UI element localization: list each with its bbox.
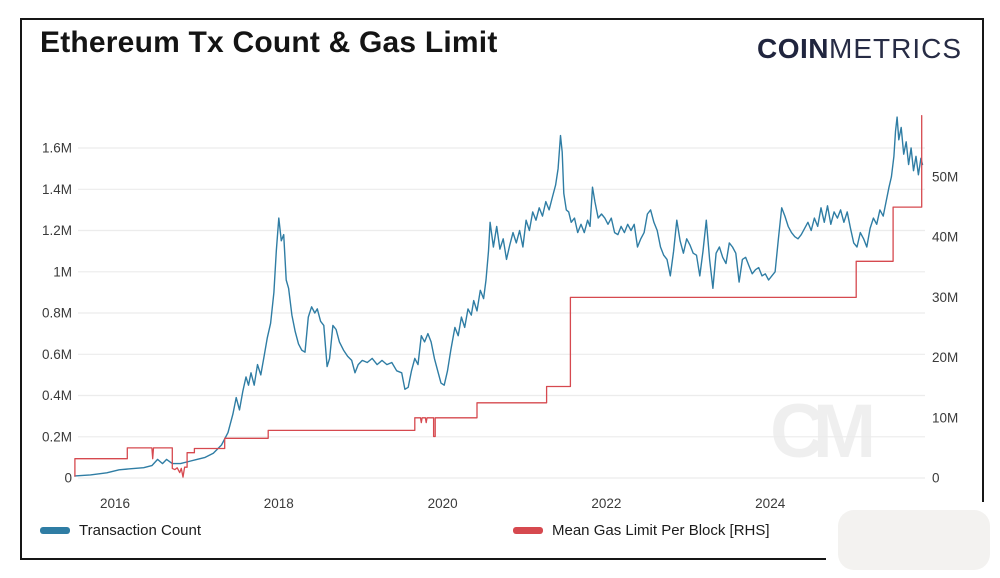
chart-title: Ethereum Tx Count & Gas Limit <box>40 26 498 59</box>
y-axis-right-tick-label: 30M <box>932 290 958 305</box>
y-axis-left-tick-label: 0 <box>64 471 72 486</box>
legend-item-gas-limit: Mean Gas Limit Per Block [RHS] <box>513 522 770 539</box>
bottom-right-artifact <box>826 502 1000 578</box>
artifact-blob <box>838 510 990 570</box>
x-axis-tick-label: 2016 <box>100 496 130 511</box>
transaction-count-line <box>74 116 924 477</box>
x-axis-tick-label: 2020 <box>428 496 458 511</box>
y-axis-left-tick-label: 0.8M <box>42 306 72 321</box>
legend-swatch-transaction-count <box>40 527 70 534</box>
x-axis-tick-label: 2024 <box>755 496 786 511</box>
y-axis-right-tick-label: 40M <box>932 230 958 245</box>
y-axis-left-tick-label: 1M <box>53 264 72 279</box>
y-axis-left-tick-label: 1.2M <box>42 223 72 238</box>
y-axis-right-tick-label: 50M <box>932 170 958 185</box>
legend-label-transaction-count: Transaction Count <box>79 522 202 539</box>
logo-metrics-text: METRICS <box>829 33 962 64</box>
y-axis-left-tick-label: 0.6M <box>42 347 72 362</box>
y-axis-right-tick-label: 10M <box>932 410 958 425</box>
gas-limit-line <box>74 114 923 478</box>
x-axis-tick-label: 2022 <box>591 496 621 511</box>
y-axis-left-tick-label: 1.4M <box>42 182 72 197</box>
y-axis-left-tick-label: 0.4M <box>42 388 72 403</box>
y-axis-right-tick-label: 20M <box>932 350 958 365</box>
x-axis-tick-label: 2018 <box>264 496 294 511</box>
coinmetrics-logo: COINMETRICS <box>757 33 962 65</box>
y-axis-right-tick-label: 0 <box>932 471 940 486</box>
logo-coin-text: COIN <box>757 33 829 64</box>
y-axis-left-tick-label: 1.6M <box>42 141 72 156</box>
legend-label-gas-limit: Mean Gas Limit Per Block [RHS] <box>552 522 770 539</box>
legend-item-transaction-count: Transaction Count <box>40 522 201 539</box>
y-axis-left-tick-label: 0.2M <box>42 429 72 444</box>
legend-swatch-gas-limit <box>513 527 543 534</box>
